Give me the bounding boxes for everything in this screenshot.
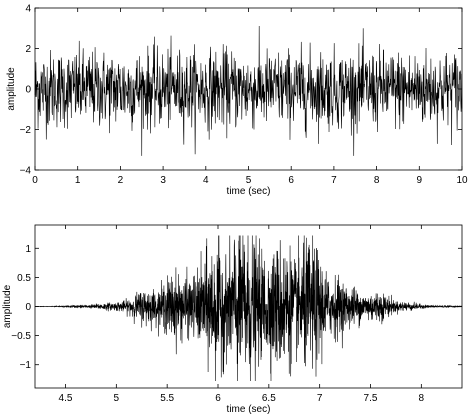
y-axis-label: amplitude xyxy=(6,67,17,111)
x-tick-label: 3 xyxy=(160,175,166,186)
y-tick-label: 4 xyxy=(25,4,31,15)
y-tick-label: 0 xyxy=(25,85,31,96)
top-chart-noise: 0 1 2 3 4 5 6 7 8 9 10 −4 −2 0 2 4 time (sec) amplitude xyxy=(6,4,468,198)
y-axis-label: amplitude xyxy=(2,284,13,328)
x-tick-label: 6 xyxy=(288,175,294,186)
series-line xyxy=(34,25,463,156)
series-line xyxy=(34,235,463,382)
x-tick-label: 6.5 xyxy=(262,393,276,404)
x-tick-label: 1 xyxy=(75,175,81,186)
x-tick-label: 5.5 xyxy=(160,393,174,404)
y-tick-label: 0 xyxy=(25,302,31,313)
x-tick-label: 6 xyxy=(215,393,221,404)
y-tick-label: −2 xyxy=(20,125,32,136)
bottom-chart-burst: 4.5 5 5.5 6 6.5 7 7.5 8 −1 −0.5 0 0.5 1 time (sec) amp… xyxy=(2,224,463,415)
x-axis-label: time (sec) xyxy=(227,404,271,415)
x-axis-label: time (sec) xyxy=(227,186,271,197)
y-tick-label: 0.5 xyxy=(17,273,31,284)
x-tick-label: 5 xyxy=(114,393,120,404)
y-tick-label: −4 xyxy=(20,166,32,177)
x-tick-label: 7.5 xyxy=(364,393,378,404)
y-tick-label: 2 xyxy=(25,44,31,55)
y-tick-label: 1 xyxy=(25,244,31,255)
x-tick-label: 8 xyxy=(419,393,425,404)
x-tick-label: 7 xyxy=(331,175,337,186)
x-tick-label: 10 xyxy=(456,175,468,186)
x-tick-label: 7 xyxy=(317,393,323,404)
x-tick-label: 8 xyxy=(374,175,380,186)
x-tick-label: 2 xyxy=(118,175,124,186)
x-tick-label: 4 xyxy=(203,175,209,186)
x-tick-label: 0 xyxy=(32,175,38,186)
x-tick-label: 5 xyxy=(246,175,252,186)
y-tick-label: −0.5 xyxy=(11,331,31,342)
x-tick-label: 9 xyxy=(417,175,423,186)
x-tick-label: 4.5 xyxy=(59,393,73,404)
y-tick-label: −1 xyxy=(20,360,32,371)
